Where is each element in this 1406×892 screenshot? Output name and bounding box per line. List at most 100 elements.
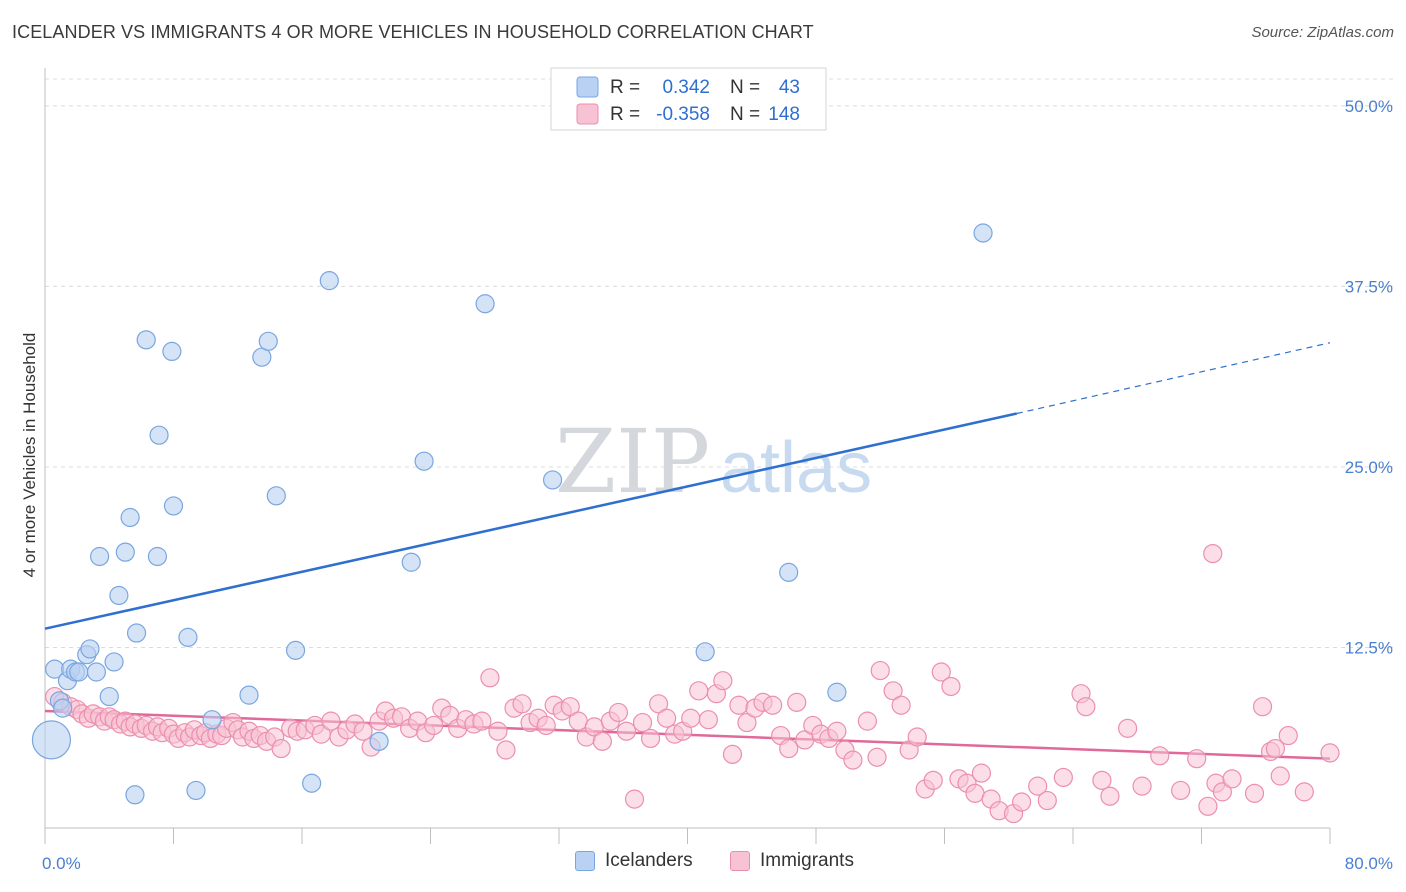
- immigrants-point: [512, 694, 532, 714]
- immigrants-point: [843, 750, 863, 770]
- immigrants-point: [689, 681, 709, 701]
- legend-r-label-2: R =: [610, 104, 640, 125]
- icelanders-point: [86, 662, 107, 682]
- immigrants-point: [1011, 792, 1032, 812]
- legend-n-value-1: 43: [779, 77, 800, 98]
- source-label: Source: ZipAtlas.com: [1251, 24, 1394, 41]
- immigrants-point: [867, 747, 887, 767]
- y-tick-label: 12.5%: [1345, 638, 1393, 657]
- immigrants-point: [1278, 725, 1298, 746]
- immigrants-point: [1076, 697, 1096, 717]
- immigrants-point: [271, 738, 291, 759]
- immigrants-point: [870, 660, 890, 681]
- immigrants-point: [1132, 776, 1152, 796]
- icelanders-point: [147, 546, 168, 567]
- immigrants-point: [608, 702, 629, 723]
- immigrants-point: [729, 695, 749, 715]
- icelanders-point: [120, 507, 140, 528]
- icelanders-point: [302, 773, 322, 793]
- legend-item-immigrants[interactable]: Immigrants: [730, 850, 854, 872]
- icelanders-point: [258, 331, 278, 351]
- icelanders-label: Icelanders: [605, 850, 693, 871]
- series-legend: Icelanders Immigrants: [0, 850, 1406, 878]
- immigrants-point: [1171, 780, 1191, 801]
- icelanders-point: [695, 642, 715, 662]
- immigrants-point: [1092, 770, 1112, 790]
- immigrants-point: [321, 711, 341, 731]
- icelanders-point: [401, 552, 421, 572]
- icelanders-trend-extension: [1016, 342, 1331, 415]
- immigrants-point: [536, 715, 556, 736]
- immigrants-point: [883, 681, 903, 701]
- immigrants-point: [941, 676, 961, 697]
- icelanders-point: [973, 223, 993, 243]
- immigrants-point: [1244, 783, 1265, 803]
- icelanders-point: [80, 639, 100, 659]
- immigrants-point: [1150, 746, 1170, 766]
- immigrants-point: [857, 711, 878, 731]
- immigrants-point: [1252, 697, 1273, 717]
- icelanders-point: [90, 546, 110, 567]
- icelanders-point: [186, 780, 206, 801]
- icelanders-point: [149, 425, 169, 445]
- immigrants-point: [472, 711, 492, 731]
- immigrants-point: [1270, 766, 1290, 786]
- icelanders-point: [109, 585, 129, 606]
- immigrants-point: [560, 697, 580, 717]
- chart-title: ICELANDER VS IMMIGRANTS 4 OR MORE VEHICL…: [12, 22, 814, 42]
- icelanders-point: [285, 640, 306, 660]
- immigrants-point: [632, 712, 653, 733]
- icelanders-point: [136, 330, 156, 350]
- legend-n-label-2: N =: [730, 104, 760, 125]
- y-tick-label: 25.0%: [1345, 458, 1393, 477]
- immigrants-point: [1198, 796, 1218, 816]
- icelanders-point: [163, 496, 184, 516]
- immigrants-point: [1100, 786, 1120, 806]
- icelanders-swatch: [575, 851, 595, 871]
- y-tick-label: 50.0%: [1345, 97, 1393, 116]
- immigrants-point: [713, 671, 733, 691]
- immigrants-point: [1294, 782, 1314, 802]
- icelanders-point: [69, 662, 89, 682]
- x-tick-label-start: 0.0%: [42, 854, 81, 873]
- icelanders-point: [369, 731, 389, 751]
- grid-lines: [45, 78, 1395, 648]
- legend-swatch-icelanders: [576, 76, 599, 98]
- icelanders-point: [115, 542, 135, 562]
- immigrants-point: [624, 789, 645, 809]
- icelanders-point: [239, 685, 259, 705]
- legend-r-value-1: 0.342: [662, 77, 710, 98]
- icelanders-point: [99, 686, 119, 707]
- icelanders-point: [542, 470, 563, 490]
- legend-n-label-1: N =: [730, 77, 760, 98]
- icelanders-point: [319, 271, 339, 291]
- immigrants-point: [787, 692, 807, 712]
- correlation-legend: R = 0.342 N = 43 R = -0.358 N = 148: [550, 67, 827, 131]
- immigrants-point: [965, 783, 985, 803]
- tick-labels: 12.5% 25.0% 37.5% 50.0% 0.0% 80.0%: [42, 97, 1393, 873]
- immigrants-point: [424, 715, 444, 736]
- immigrants-point: [616, 721, 637, 741]
- icelanders-point: [31, 720, 72, 760]
- immigrants-point: [1187, 749, 1207, 769]
- immigrants-point: [891, 695, 911, 715]
- icelanders-point: [414, 451, 434, 471]
- immigrants-point: [1053, 767, 1073, 788]
- immigrants-point: [1320, 743, 1340, 763]
- immigrants-point: [657, 708, 677, 728]
- watermark-atlas: atlas: [720, 428, 872, 508]
- icelanders-point: [266, 486, 286, 506]
- watermark-zip: ZIP: [555, 410, 710, 513]
- legend-swatch-immigrants: [576, 103, 599, 125]
- legend-item-icelanders[interactable]: Icelanders: [575, 850, 693, 872]
- immigrants-point: [568, 711, 588, 731]
- icelanders-point: [126, 623, 147, 643]
- immigrants-point: [722, 744, 743, 764]
- icelanders-point: [162, 341, 182, 362]
- x-tick-label-end: 80.0%: [1345, 854, 1393, 873]
- immigrants-point: [923, 770, 943, 790]
- icelanders-trend-line: [44, 412, 1018, 630]
- immigrants-point: [698, 710, 718, 730]
- immigrants-point: [779, 738, 799, 759]
- immigrants-point: [496, 740, 516, 760]
